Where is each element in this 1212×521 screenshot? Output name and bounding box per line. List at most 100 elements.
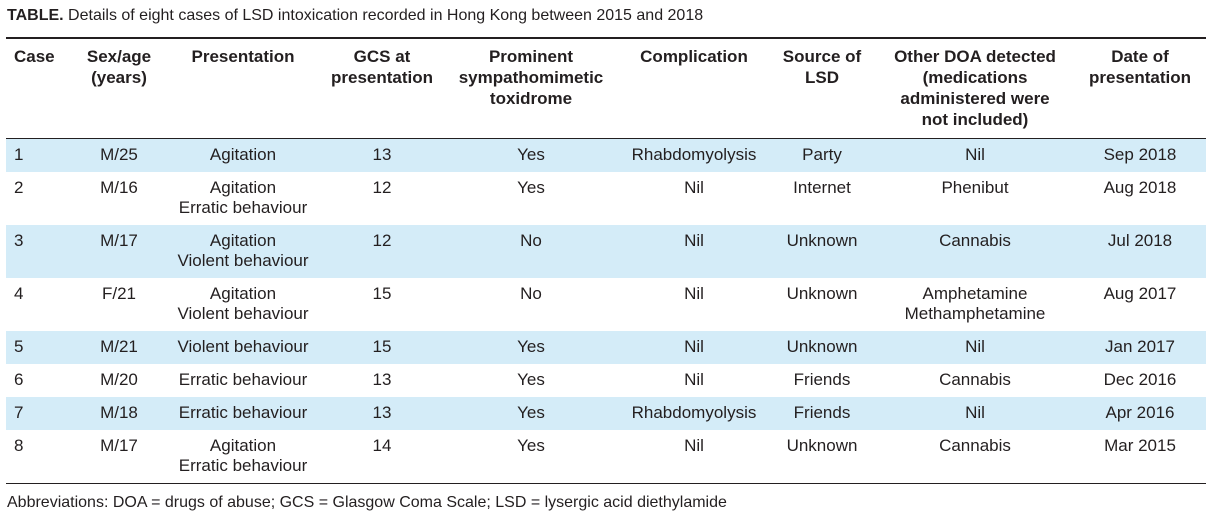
column-header-sex-age: Sex/age (years) (74, 38, 164, 139)
cell-case: 5 (6, 331, 74, 364)
cell-text: presentation (330, 68, 434, 87)
cell-text: Presentation (191, 47, 295, 66)
cell-text: 15 (372, 284, 392, 303)
cell-complication: Nil (620, 172, 768, 225)
cell-text: GCS at (353, 47, 411, 66)
cell-text: Date of (1111, 47, 1169, 66)
cell-sex-age: F/21 (74, 278, 164, 331)
cell-source: Unknown (768, 225, 876, 278)
cell-other-doa: Cannabis (876, 430, 1074, 484)
cell-text: administered were (900, 89, 1050, 108)
cell-text: 13 (372, 370, 392, 389)
cell-text: Agitation (209, 145, 277, 164)
cell-text: Cannabis (939, 436, 1011, 455)
cell-text: No (520, 231, 542, 250)
cell-text: 15 (372, 337, 392, 356)
cell-source: Party (768, 139, 876, 173)
cell-text: 4 (14, 284, 24, 303)
cell-other-doa: Nil (876, 397, 1074, 430)
cell-complication: Nil (620, 430, 768, 484)
cell-presentation: Agitation Violent behaviour (164, 225, 322, 278)
cell-sex-age: M/21 (74, 331, 164, 364)
cell-source: Friends (768, 364, 876, 397)
cell-presentation: Agitation Erratic behaviour (164, 430, 322, 484)
cell-text: Nil (684, 231, 704, 250)
cell-gcs: 12 (322, 172, 442, 225)
cell-text: Party (802, 145, 842, 164)
cell-text: Yes (517, 145, 545, 164)
cell-text: Erratic behaviour (178, 198, 308, 217)
cell-date: Aug 2018 (1074, 172, 1206, 225)
cell-sex-age: M/16 (74, 172, 164, 225)
cell-case: 7 (6, 397, 74, 430)
cell-other-doa: Phenibut (876, 172, 1074, 225)
cell-text: 7 (14, 403, 24, 422)
cell-text: Agitation (209, 436, 277, 455)
cell-text: Source of (782, 47, 862, 66)
cell-text: Nil (965, 337, 985, 356)
cell-text: presentation (1088, 68, 1192, 87)
cell-gcs: 13 (322, 397, 442, 430)
cell-text: Phenibut (941, 178, 1009, 197)
cell-text: Erratic behaviour (178, 456, 308, 475)
table-row: 7 M/18 Erratic behaviour 13 Yes Rhabdomyolysi… (6, 397, 1206, 430)
cell-case: 8 (6, 430, 74, 484)
cell-text: 1 (14, 145, 24, 164)
cell-text: Rhabdomyolysis (631, 403, 757, 422)
cell-toxidrome: Yes (442, 397, 620, 430)
cell-gcs: 14 (322, 430, 442, 484)
cell-text: Case (14, 47, 55, 66)
cell-text: No (520, 284, 542, 303)
header-row: Case Sex/age (years) Presentation GCS at pres… (6, 38, 1206, 139)
cell-text: M/16 (100, 178, 138, 197)
cell-text: Rhabdomyolysis (631, 145, 757, 164)
cell-gcs: 13 (322, 364, 442, 397)
column-header-complication: Complication (620, 38, 768, 139)
cell-complication: Nil (620, 364, 768, 397)
cell-presentation: Agitation Violent behaviour (164, 278, 322, 331)
cell-text: (medications (922, 68, 1028, 87)
column-header-case: Case (6, 38, 74, 139)
cell-text: (years) (91, 68, 147, 87)
column-header-other-doa: Other DOA detected (medications administer… (876, 38, 1074, 139)
cell-sex-age: M/17 (74, 225, 164, 278)
cell-complication: Rhabdomyolysis (620, 139, 768, 173)
cell-complication: Nil (620, 278, 768, 331)
cell-date: Sep 2018 (1074, 139, 1206, 173)
cell-date: Aug 2017 (1074, 278, 1206, 331)
cell-toxidrome: Yes (442, 331, 620, 364)
column-header-presentation: Presentation (164, 38, 322, 139)
cell-text: Friends (793, 403, 851, 422)
cell-sex-age: M/18 (74, 397, 164, 430)
cell-text: Cannabis (939, 231, 1011, 250)
cell-presentation: Violent behaviour (164, 331, 322, 364)
cell-text: 14 (372, 436, 392, 455)
cell-source: Unknown (768, 430, 876, 484)
cell-other-doa: Nil (876, 139, 1074, 173)
cell-date: Apr 2016 (1074, 397, 1206, 430)
cell-text: Yes (517, 178, 545, 197)
cell-gcs: 13 (322, 139, 442, 173)
cell-text: Erratic behaviour (178, 370, 308, 389)
cell-presentation: Erratic behaviour (164, 364, 322, 397)
abbreviations-footnote: Abbreviations: DOA = drugs of abuse; GCS… (7, 494, 727, 511)
cell-text: Aug 2018 (1103, 178, 1177, 197)
cell-text: Dec 2016 (1103, 370, 1177, 389)
cell-text: Sex/age (86, 47, 152, 66)
cell-text: Apr 2016 (1105, 403, 1175, 422)
cell-toxidrome: Yes (442, 172, 620, 225)
table-row: 5 M/21 Violent behaviour 15 Yes Nil Unknown Nil… (6, 331, 1206, 364)
cell-text: toxidrome (489, 89, 573, 108)
cell-date: Dec 2016 (1074, 364, 1206, 397)
cell-text: Yes (517, 337, 545, 356)
cell-text: 12 (372, 231, 392, 250)
table-row: 2 M/16 Agitation Erratic behaviour 12 Yes Nil I… (6, 172, 1206, 225)
cell-text: Violent behaviour (177, 251, 309, 270)
cell-text: Unknown (786, 436, 858, 455)
table-row: 3 M/17 Agitation Violent behaviour 12 No Nil Un… (6, 225, 1206, 278)
cell-case: 6 (6, 364, 74, 397)
cell-text: Nil (684, 370, 704, 389)
cell-source: Internet (768, 172, 876, 225)
cell-case: 4 (6, 278, 74, 331)
cell-sex-age: M/25 (74, 139, 164, 173)
